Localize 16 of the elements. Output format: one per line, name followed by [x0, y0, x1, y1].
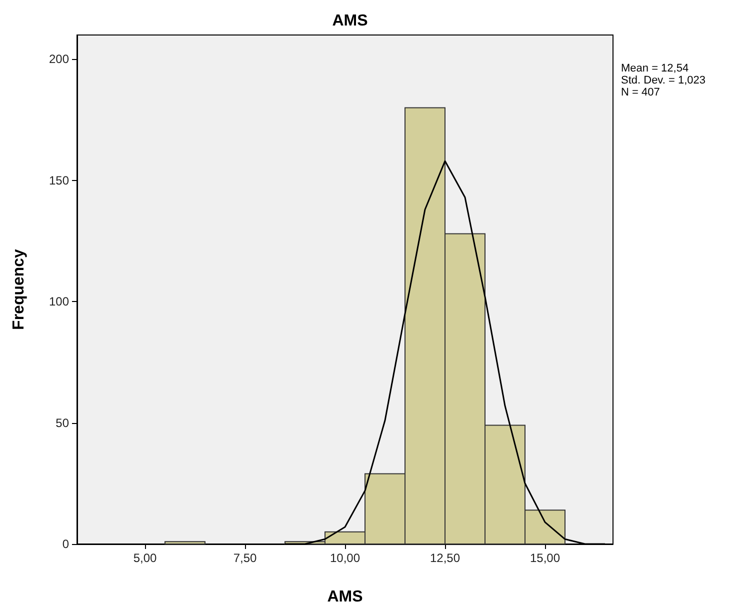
x-tick-label: 10,00 — [330, 551, 360, 565]
x-tick-label: 5,00 — [133, 551, 157, 565]
y-axis-title: Frequency — [10, 248, 28, 330]
y-tick-label: 0 — [62, 537, 70, 551]
text: Std. Dev. = 1,023 — [621, 74, 706, 86]
text: Mean = 12,54 — [621, 62, 689, 74]
chart-title: AMS — [332, 12, 368, 30]
y-tick-label: 200 — [48, 52, 70, 66]
y-tick-label: 100 — [48, 294, 70, 309]
x-axis-title: AMS — [327, 588, 364, 606]
x-tick-label: 15,00 — [530, 551, 560, 565]
text: N = 407 — [621, 86, 660, 98]
x-tick-label: 12,50 — [430, 551, 460, 565]
y-tick-label: 50 — [56, 416, 70, 430]
y-tick-label: 150 — [48, 173, 70, 188]
x-tick-label: 7,50 — [233, 551, 257, 565]
